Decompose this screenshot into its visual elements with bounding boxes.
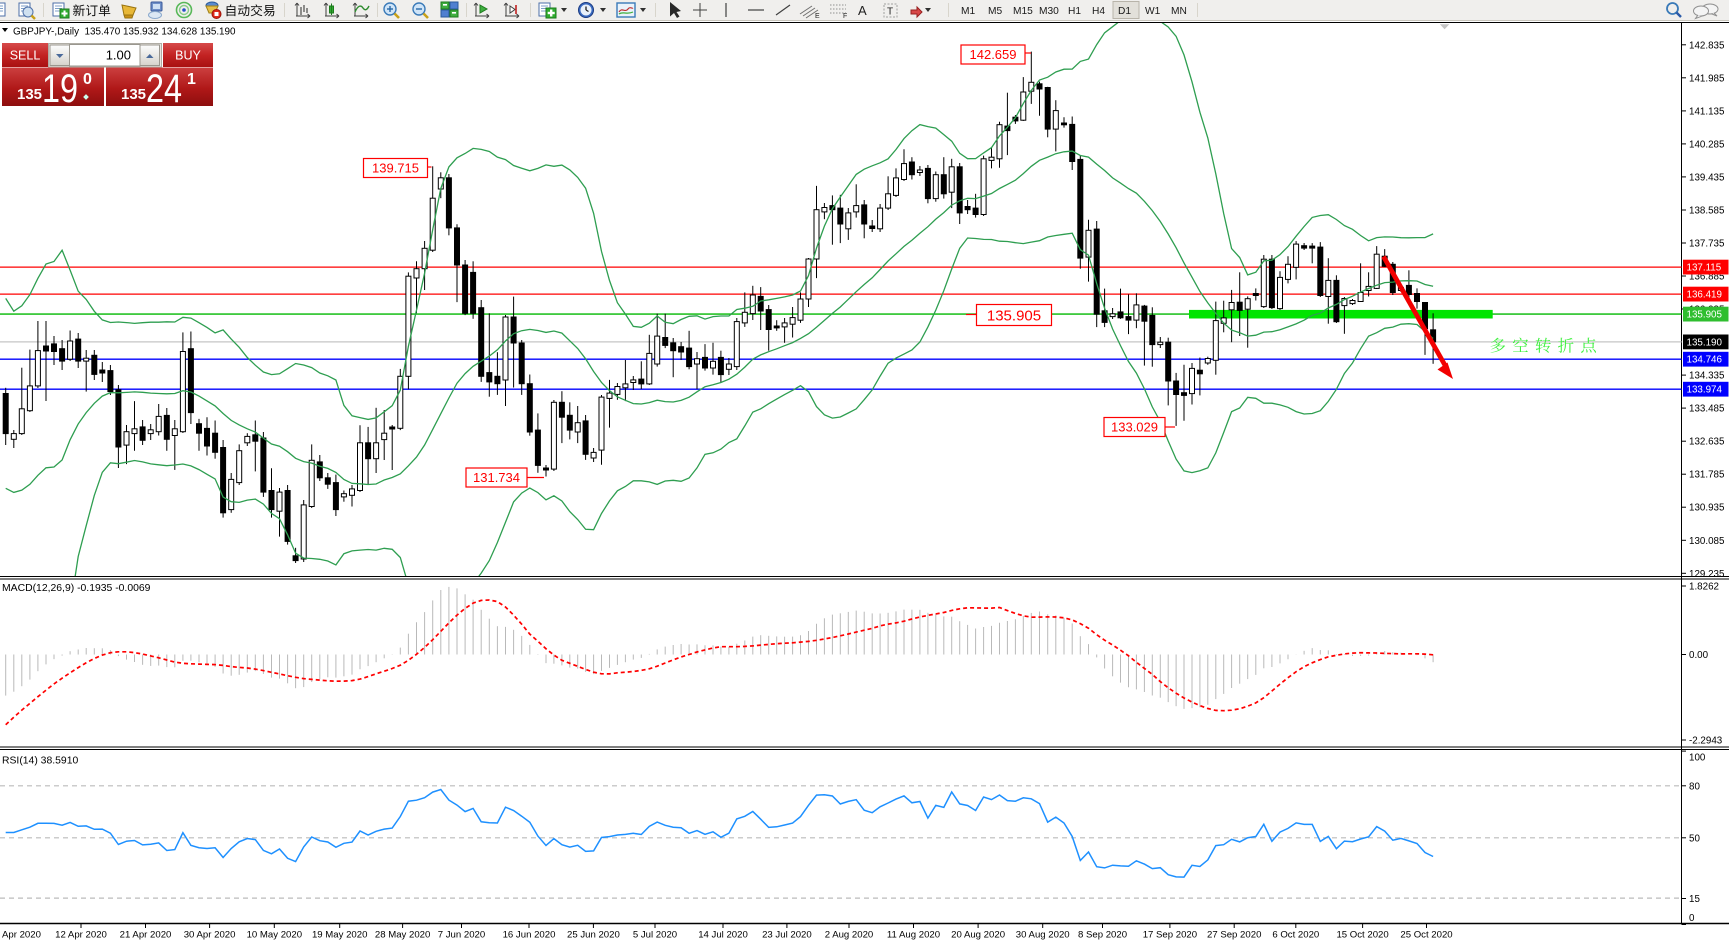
svg-text:1: 1: [187, 71, 196, 88]
svg-text:135: 135: [17, 86, 42, 103]
svg-text:23 Jul 2020: 23 Jul 2020: [762, 930, 812, 941]
svg-text:132.635: 132.635: [1689, 437, 1725, 448]
svg-text:8 Sep 2020: 8 Sep 2020: [1078, 930, 1127, 941]
svg-text:M1: M1: [961, 6, 975, 17]
svg-text:133.029: 133.029: [1111, 420, 1158, 435]
svg-text:130.085: 130.085: [1689, 536, 1725, 547]
svg-text:136.885: 136.885: [1689, 272, 1725, 283]
svg-text:SELL: SELL: [10, 49, 41, 63]
svg-text:136.419: 136.419: [1687, 290, 1722, 301]
svg-text:20 Aug 2020: 20 Aug 2020: [951, 930, 1005, 941]
svg-text:139.435: 139.435: [1689, 172, 1725, 183]
svg-text:25 Oct 2020: 25 Oct 2020: [1400, 930, 1452, 941]
svg-text:T: T: [887, 7, 893, 18]
svg-text:137.115: 137.115: [1687, 263, 1722, 274]
svg-text:19 May 2020: 19 May 2020: [312, 930, 367, 941]
svg-text:30 Apr 2020: 30 Apr 2020: [184, 930, 236, 941]
svg-text:15 Oct 2020: 15 Oct 2020: [1336, 930, 1388, 941]
svg-text:131.734: 131.734: [473, 470, 520, 485]
svg-text:25 Jun 2020: 25 Jun 2020: [567, 930, 620, 941]
svg-text:BUY: BUY: [175, 49, 201, 63]
svg-text:-2.2943: -2.2943: [1689, 736, 1723, 747]
svg-text:E: E: [815, 13, 820, 20]
svg-text:130.935: 130.935: [1689, 503, 1725, 514]
svg-text:50: 50: [1689, 833, 1700, 844]
svg-text:MN: MN: [1171, 6, 1187, 17]
svg-text:A: A: [858, 3, 867, 18]
svg-text:27 Sep 2020: 27 Sep 2020: [1207, 930, 1261, 941]
svg-text:RSI(14) 38.5910: RSI(14) 38.5910: [2, 756, 78, 767]
svg-text:80: 80: [1689, 781, 1700, 792]
svg-text:W1: W1: [1145, 6, 1161, 17]
svg-text:0: 0: [1689, 913, 1695, 924]
svg-text:135.190: 135.190: [1687, 337, 1723, 348]
svg-text:M5: M5: [988, 6, 1002, 17]
svg-text:100: 100: [1689, 753, 1706, 764]
svg-text:21 Apr 2020: 21 Apr 2020: [120, 930, 172, 941]
svg-text:15: 15: [1689, 894, 1700, 905]
svg-text:141.985: 141.985: [1689, 73, 1725, 84]
svg-text:D1: D1: [1118, 6, 1131, 17]
svg-text:2 Aug 2020: 2 Aug 2020: [825, 930, 874, 941]
svg-text:133.974: 133.974: [1687, 385, 1723, 396]
svg-text:129.235: 129.235: [1689, 569, 1725, 580]
svg-text:140.285: 140.285: [1689, 139, 1725, 150]
svg-text:134.335: 134.335: [1689, 371, 1725, 382]
svg-text:12 Apr 2020: 12 Apr 2020: [55, 930, 107, 941]
svg-text:7 Jun 2020: 7 Jun 2020: [438, 930, 485, 941]
svg-text:F: F: [843, 13, 847, 20]
svg-text:142.659: 142.659: [970, 47, 1017, 62]
svg-text:137.735: 137.735: [1689, 239, 1725, 250]
svg-text:14 Jul 2020: 14 Jul 2020: [698, 930, 748, 941]
svg-text:16 Jun 2020: 16 Jun 2020: [503, 930, 556, 941]
svg-text:10 May 2020: 10 May 2020: [247, 930, 302, 941]
svg-text:131.785: 131.785: [1689, 470, 1725, 481]
svg-text:1.00: 1.00: [106, 48, 131, 63]
svg-text:MACD(12,26,9) -0.1935 -0.0069: MACD(12,26,9) -0.1935 -0.0069: [2, 583, 151, 594]
svg-text:6 Oct 2020: 6 Oct 2020: [1272, 930, 1319, 941]
svg-text:28 May 2020: 28 May 2020: [375, 930, 430, 941]
svg-text:0.00: 0.00: [1689, 650, 1709, 661]
svg-text:M15: M15: [1013, 6, 1033, 17]
svg-text:GBPJPY-,Daily 135.470 135.932: GBPJPY-,Daily 135.470 135.932 134.628 13…: [13, 27, 236, 38]
svg-text:5 Jul 2020: 5 Jul 2020: [633, 930, 677, 941]
svg-text:139.715: 139.715: [372, 161, 419, 176]
svg-text:142.835: 142.835: [1689, 40, 1725, 51]
svg-text:11 Aug 2020: 11 Aug 2020: [887, 930, 940, 941]
svg-text:Apr 2020: Apr 2020: [2, 930, 41, 941]
svg-text:135.905: 135.905: [987, 307, 1041, 324]
svg-text:135.905: 135.905: [1687, 310, 1723, 321]
svg-text:H1: H1: [1068, 6, 1081, 17]
svg-text:135: 135: [121, 86, 146, 103]
svg-text:134.746: 134.746: [1687, 355, 1723, 366]
svg-text:1.8262: 1.8262: [1689, 582, 1719, 593]
svg-text:133.485: 133.485: [1689, 404, 1725, 415]
svg-text:17 Sep 2020: 17 Sep 2020: [1143, 930, 1197, 941]
svg-text:0: 0: [83, 71, 92, 88]
svg-text:141.135: 141.135: [1689, 106, 1725, 117]
svg-text:30 Aug 2020: 30 Aug 2020: [1016, 930, 1070, 941]
svg-text:19: 19: [42, 67, 78, 111]
svg-text:H4: H4: [1092, 6, 1105, 17]
svg-text:24: 24: [146, 67, 182, 111]
svg-text:M30: M30: [1039, 6, 1059, 17]
svg-text:138.585: 138.585: [1689, 206, 1725, 217]
